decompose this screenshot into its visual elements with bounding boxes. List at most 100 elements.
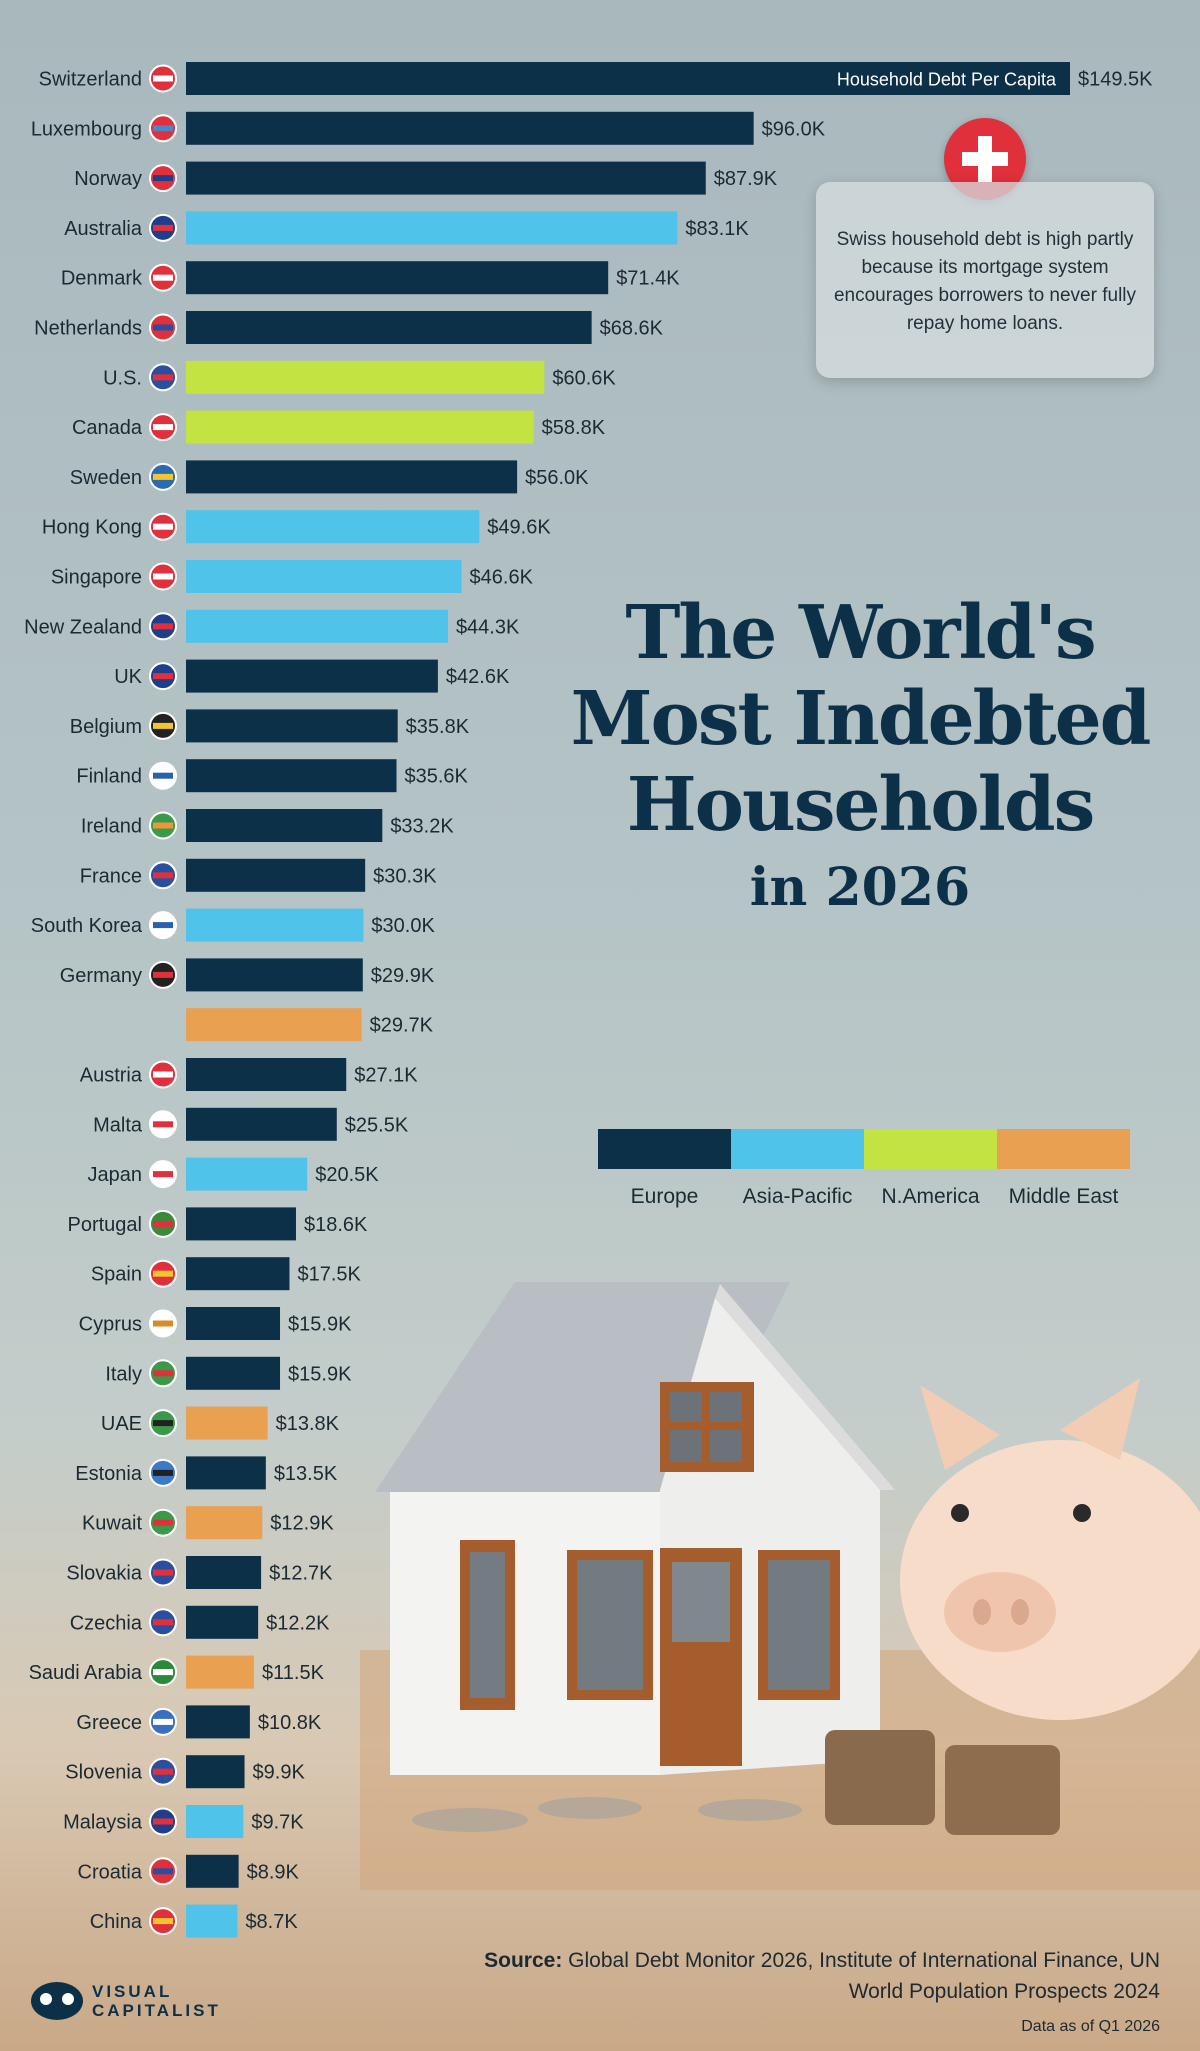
bar-germany (186, 958, 363, 992)
value-label-hong-kong: $49.6K (487, 517, 551, 539)
bar-spain (186, 1257, 290, 1291)
category-label-portugal: Portugal (68, 1214, 143, 1236)
value-label-china: $8.7K (245, 1911, 298, 1933)
value-label-denmark: $71.4K (616, 268, 680, 290)
value-label-france: $30.3K (373, 865, 437, 887)
value-label-sweden: $56.0K (525, 467, 589, 489)
value-label-luxembourg: $96.0K (762, 118, 826, 140)
piggy-bank-icon (900, 1378, 1200, 1720)
flag-icon-norway (149, 164, 177, 193)
house-and-piggy-bank-illustration (360, 1282, 1200, 1890)
bar-uk (186, 659, 438, 693)
bar-unlabeled (186, 1008, 362, 1042)
flag-icon-denmark (149, 263, 177, 292)
flag-icon-slovakia (149, 1558, 177, 1587)
bar-australia (186, 211, 678, 245)
bar-portugal (186, 1207, 296, 1241)
value-label-australia: $83.1K (685, 218, 749, 240)
flag-icon-u-s- (149, 363, 177, 392)
bar-cyprus (186, 1307, 281, 1340)
flag-icon-belgium (149, 711, 177, 740)
flag-icon-canada (149, 413, 177, 442)
bar-japan (186, 1157, 308, 1191)
bar-new-zealand (186, 609, 448, 643)
value-label-belgium: $35.8K (406, 716, 470, 738)
flag-icon-germany (149, 960, 177, 989)
category-label-finland: Finland (76, 766, 142, 788)
category-label-cyprus: Cyprus (79, 1314, 142, 1336)
category-label-malta: Malta (93, 1114, 143, 1136)
flag-icon-switzerland (149, 64, 177, 93)
category-label-france: France (80, 865, 142, 887)
callout-box: Swiss household debt is high partly beca… (816, 182, 1154, 378)
logo-icon (31, 1982, 83, 2020)
logo-line-2: CAPITALIST (92, 2001, 221, 2020)
value-label-germany: $29.9K (371, 965, 435, 987)
bar-chart: Switzerland $149.5K Household Debt Per Cap… (24, 62, 1153, 1938)
legend: Europe Asia-Pacific N.America Middle Eas… (598, 1129, 1130, 1209)
category-label-greece: Greece (76, 1712, 142, 1734)
value-label-estonia: $13.5K (274, 1463, 338, 1485)
source-label: Source: (484, 1949, 563, 1972)
page-title: The World's Most Indebted Households in … (560, 590, 1160, 928)
bar-u-s- (186, 360, 545, 394)
category-label-denmark: Denmark (61, 268, 143, 290)
value-label-new-zealand: $44.3K (456, 616, 520, 638)
flag-icon-greece (149, 1707, 177, 1736)
category-label-slovenia: Slovenia (65, 1762, 143, 1784)
bar-luxembourg (186, 111, 754, 145)
category-label-hong-kong: Hong Kong (42, 517, 142, 539)
title-line-1: The World's (625, 590, 1096, 676)
data-as-of-note: Data as of Q1 2026 (1021, 2018, 1160, 2035)
flag-icon-portugal (149, 1209, 177, 1238)
value-label-croatia: $8.9K (247, 1861, 300, 1883)
category-label-canada: Canada (72, 417, 143, 439)
bar-denmark (186, 261, 609, 295)
category-label-australia: Australia (64, 218, 143, 240)
legend-swatch-middle-east (997, 1129, 1130, 1169)
category-label-netherlands: Netherlands (34, 318, 142, 340)
coin-stacks-icon (412, 1730, 1060, 1835)
value-label-portugal: $18.6K (304, 1214, 368, 1236)
category-label-luxembourg: Luxembourg (31, 118, 142, 140)
bar-estonia (186, 1456, 266, 1490)
flag-icon-spain (149, 1259, 177, 1288)
flag-icon-saudi-arabia (149, 1658, 177, 1687)
value-label-norway: $87.9K (714, 168, 778, 190)
value-label-u-s-: $60.6K (552, 367, 616, 389)
bar-france (186, 858, 366, 892)
bar-ireland (186, 809, 383, 842)
category-label-saudi-arabia: Saudi Arabia (29, 1662, 143, 1684)
value-label-uk: $42.6K (446, 666, 510, 688)
value-label-slovenia: $9.9K (253, 1762, 306, 1784)
flag-icon-kuwait (149, 1508, 177, 1537)
category-label-czechia: Czechia (70, 1612, 143, 1634)
value-label-greece: $10.8K (258, 1712, 322, 1734)
category-label-austria: Austria (80, 1065, 143, 1087)
callout-text: Swiss household debt is high partly beca… (833, 229, 1137, 334)
flag-icon-netherlands (149, 313, 177, 342)
bar-austria (186, 1058, 347, 1091)
value-label-cyprus: $15.9K (288, 1314, 352, 1336)
category-label-uk: UK (114, 666, 142, 688)
flag-icon-luxembourg (149, 114, 177, 143)
value-label-ireland: $33.2K (390, 816, 454, 838)
flag-icon-finland (149, 761, 177, 790)
category-label-italy: Italy (105, 1363, 142, 1385)
title-line-2: Most Indebted (570, 676, 1152, 762)
category-label-spain: Spain (91, 1264, 142, 1286)
bar-czechia (186, 1605, 259, 1639)
category-label-uae: UAE (101, 1413, 142, 1435)
flag-icon-cyprus (149, 1309, 177, 1338)
bar-norway (186, 161, 706, 195)
value-label-netherlands: $68.6K (600, 318, 664, 340)
logo-line-1: VISUAL (92, 1982, 173, 2001)
flag-icon-sweden (149, 462, 177, 491)
category-label-u-s-: U.S. (103, 367, 142, 389)
category-label-ireland: Ireland (81, 816, 142, 838)
bar-sweden (186, 460, 518, 494)
bar-canada (186, 410, 534, 444)
flag-icon-croatia (149, 1857, 177, 1886)
flag-icon-australia (149, 213, 177, 242)
category-label-south-korea: South Korea (31, 915, 143, 937)
